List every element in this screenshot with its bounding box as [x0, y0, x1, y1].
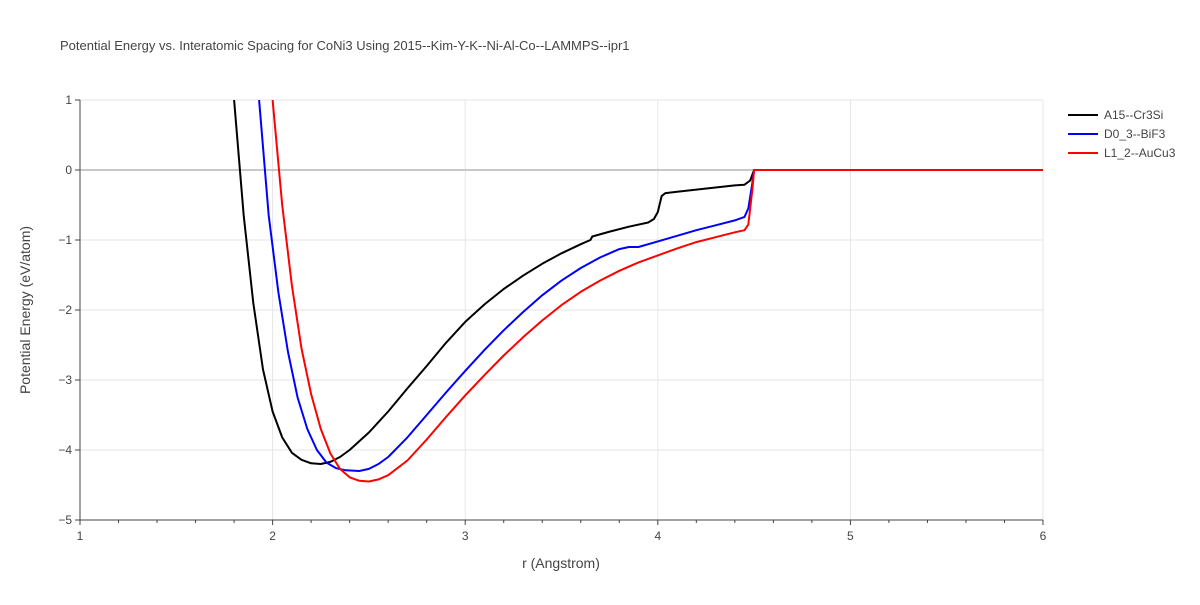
legend-item[interactable]: A15--Cr3Si — [1068, 108, 1163, 122]
legend-item[interactable]: D0_3--BiF3 — [1068, 127, 1166, 141]
series-lines — [233, 100, 1043, 483]
x-tick-label: 3 — [462, 529, 469, 543]
legend-label: L1_2--AuCu3 — [1104, 146, 1176, 160]
series-line-3[interactable] — [271, 100, 1043, 483]
y-tick-label: −2 — [58, 303, 72, 317]
x-tick-label: 6 — [1040, 529, 1047, 543]
y-tick-label: −5 — [58, 513, 72, 527]
legend[interactable]: A15--Cr3Si D0_3--BiF3 L1_2--AuCu3 — [1068, 108, 1176, 160]
y-tick-label: −4 — [58, 443, 72, 457]
legend-label: A15--Cr3Si — [1104, 108, 1163, 122]
axes: 1 2 3 4 5 6 1 0 −1 −2 −3 −4 −5 — [58, 93, 1046, 543]
x-tick-label: 1 — [77, 529, 84, 543]
series-line-1[interactable] — [233, 100, 1043, 465]
y-tick-label: −3 — [58, 373, 72, 387]
legend-item[interactable]: L1_2--AuCu3 — [1068, 146, 1176, 160]
x-tick-label: 5 — [847, 529, 854, 543]
y-tick-label: 0 — [65, 163, 72, 177]
y-tick-label: −1 — [58, 233, 72, 247]
x-tick-label: 2 — [269, 529, 276, 543]
gridlines — [80, 99, 1044, 520]
y-tick-label: 1 — [65, 93, 72, 107]
x-tick-label: 4 — [654, 529, 661, 543]
x-axis-title: r (Angstrom) — [522, 555, 600, 571]
chart-title: Potential Energy vs. Interatomic Spacing… — [60, 38, 630, 53]
legend-label: D0_3--BiF3 — [1104, 127, 1166, 141]
y-axis-title: Potential Energy (eV/atom) — [17, 226, 33, 394]
series-line-2[interactable] — [258, 100, 1043, 472]
